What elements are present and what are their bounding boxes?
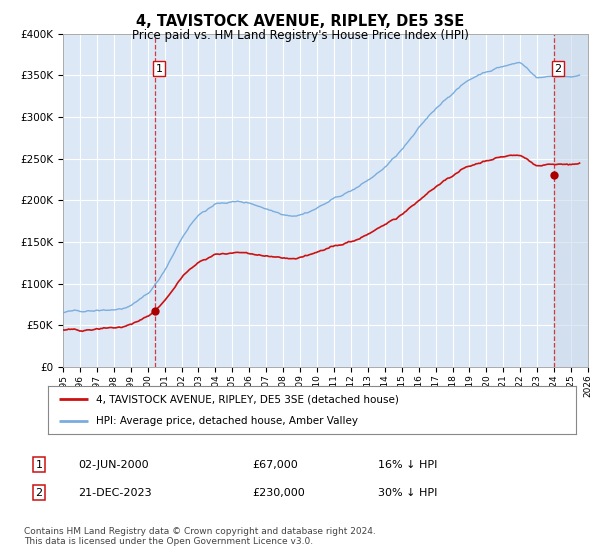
- Text: 21-DEC-2023: 21-DEC-2023: [78, 488, 152, 498]
- Text: 1: 1: [35, 460, 43, 470]
- Text: 16% ↓ HPI: 16% ↓ HPI: [378, 460, 437, 470]
- Text: 2: 2: [35, 488, 43, 498]
- Text: £67,000: £67,000: [252, 460, 298, 470]
- Text: 4, TAVISTOCK AVENUE, RIPLEY, DE5 3SE (detached house): 4, TAVISTOCK AVENUE, RIPLEY, DE5 3SE (de…: [95, 394, 398, 404]
- Text: £230,000: £230,000: [252, 488, 305, 498]
- Text: Contains HM Land Registry data © Crown copyright and database right 2024.
This d: Contains HM Land Registry data © Crown c…: [24, 526, 376, 546]
- Text: 1: 1: [155, 64, 163, 73]
- Text: HPI: Average price, detached house, Amber Valley: HPI: Average price, detached house, Ambe…: [95, 416, 358, 426]
- Text: Price paid vs. HM Land Registry's House Price Index (HPI): Price paid vs. HM Land Registry's House …: [131, 29, 469, 42]
- Text: 02-JUN-2000: 02-JUN-2000: [78, 460, 149, 470]
- Text: 2: 2: [554, 64, 562, 73]
- Text: 30% ↓ HPI: 30% ↓ HPI: [378, 488, 437, 498]
- Text: 4, TAVISTOCK AVENUE, RIPLEY, DE5 3SE: 4, TAVISTOCK AVENUE, RIPLEY, DE5 3SE: [136, 14, 464, 29]
- Bar: [554, 34, 588, 367]
